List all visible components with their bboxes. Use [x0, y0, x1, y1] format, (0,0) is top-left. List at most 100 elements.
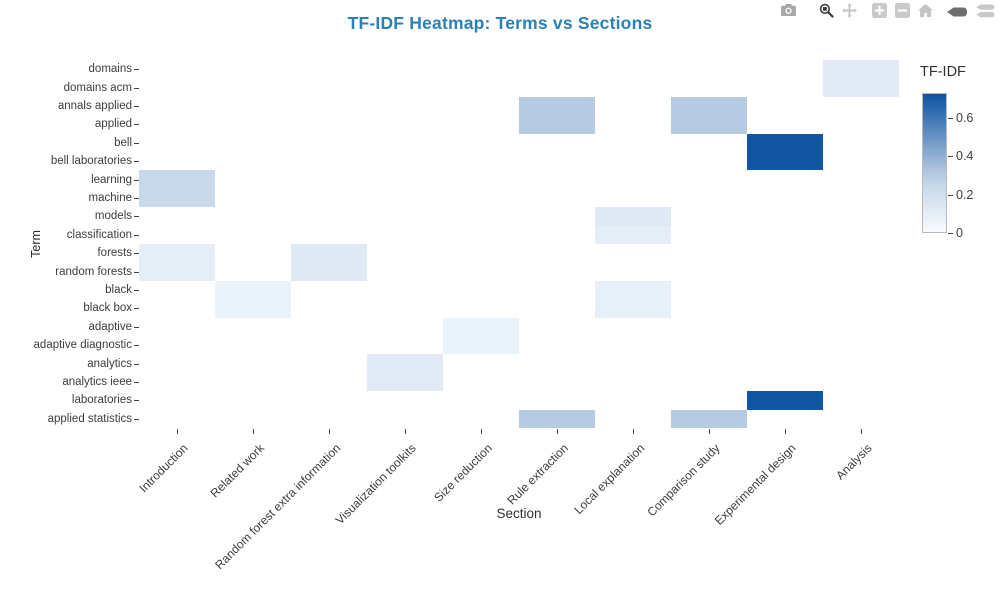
heatmap-cell[interactable] — [139, 244, 215, 263]
y-tick-mark — [134, 124, 139, 126]
y-tick-mark — [134, 87, 139, 89]
y-tick-mark — [134, 234, 139, 236]
x-tick-mark — [329, 429, 330, 434]
reset-axes-button[interactable] — [917, 3, 933, 21]
pan-mode-button[interactable] — [841, 3, 857, 23]
x-tick-mark — [405, 429, 406, 434]
y-tick-label: analytics — [87, 357, 132, 370]
y-tick-label: models — [94, 210, 132, 223]
x-tick-label: Size reduction — [431, 441, 495, 505]
heatmap-cell[interactable] — [823, 60, 899, 79]
colorbar-title: TF-IDF — [920, 64, 966, 80]
heatmap-cell[interactable] — [215, 299, 291, 318]
heatmap-cell[interactable] — [671, 409, 747, 428]
y-tick-label: adaptive diagnostic — [33, 339, 132, 352]
x-tick-mark — [253, 429, 254, 434]
colorbar-gradient — [922, 93, 947, 233]
x-tick-mark — [785, 429, 786, 434]
heatmap-cell[interactable] — [747, 133, 823, 152]
plus-square-icon — [871, 3, 887, 23]
heatmap-cell[interactable] — [367, 354, 443, 373]
y-tick-label: analytics ieee — [62, 376, 132, 388]
heatmap-cell[interactable] — [747, 391, 823, 410]
colorbar-tick-label: 0 — [956, 226, 963, 240]
heatmap-cell[interactable] — [519, 409, 595, 428]
heatmap-cell[interactable] — [595, 299, 671, 318]
zoom-out-button[interactable] — [894, 3, 910, 23]
y-tick-label: black box — [83, 302, 132, 315]
y-tick-mark — [134, 271, 139, 273]
download-plot-button[interactable] — [780, 4, 796, 22]
colorbar-tick-mark — [948, 117, 953, 119]
heatmap-cell[interactable] — [823, 78, 899, 97]
y-tick-label: bell laboratories — [50, 155, 132, 168]
x-axis-title: Section — [496, 506, 542, 521]
heatmap-cell[interactable] — [519, 115, 595, 134]
heatmap-cell[interactable] — [595, 280, 671, 300]
y-tick-mark — [134, 142, 139, 144]
heatmap-cell[interactable] — [443, 317, 519, 336]
y-tick-mark — [134, 198, 139, 199]
y-tick-mark — [134, 69, 139, 71]
x-tick-label: Analysis — [833, 441, 875, 483]
colorbar-tick-mark — [948, 194, 953, 196]
heatmap-cell[interactable] — [139, 262, 215, 281]
heatmap-cell[interactable] — [595, 225, 671, 244]
y-tick-mark — [134, 179, 139, 181]
heatmap-plot-area[interactable] — [139, 60, 899, 428]
zoom-mode-button[interactable] — [818, 3, 834, 23]
x-tick-mark — [177, 429, 178, 434]
y-tick-mark — [134, 363, 139, 365]
camera-icon — [780, 4, 796, 22]
heatmap-cell[interactable] — [291, 262, 367, 281]
hover-compare-button[interactable] — [974, 4, 995, 23]
heatmap-cell[interactable] — [291, 244, 367, 263]
y-tick-mark — [134, 345, 139, 347]
colorbar-tick-label: 0.6 — [956, 110, 974, 125]
heatmap-cell[interactable] — [671, 115, 747, 134]
heatmap-cell[interactable] — [215, 280, 291, 300]
chart-title: TF-IDF Heatmap: Terms vs Sections — [347, 13, 653, 33]
x-tick-label: Related work — [207, 441, 267, 501]
heatmap-cell[interactable] — [595, 207, 671, 226]
x-tick-mark — [481, 429, 482, 434]
y-tick-mark — [134, 161, 139, 163]
y-tick-label: applied — [94, 118, 132, 131]
y-tick-label: annals applied — [57, 100, 132, 112]
y-tick-label: machine — [88, 192, 132, 204]
hover-closest-button[interactable] — [947, 5, 967, 21]
hover-closest-icon — [947, 4, 967, 22]
heatmap-cell[interactable] — [519, 96, 595, 116]
y-tick-mark — [134, 382, 139, 383]
pan-arrows-icon — [841, 3, 857, 23]
x-tick-mark — [557, 429, 558, 434]
y-axis-title: Term — [29, 230, 43, 258]
y-tick-mark — [134, 326, 139, 328]
heatmap-cell[interactable] — [443, 336, 519, 355]
y-tick-mark — [134, 290, 139, 291]
y-tick-label: laboratories — [71, 394, 132, 407]
zoom-in-button[interactable] — [871, 3, 887, 23]
hover-compare-icon — [975, 4, 995, 23]
colorbar-tick-mark — [948, 233, 953, 234]
y-tick-label: classification — [66, 228, 132, 241]
y-tick-mark — [134, 400, 139, 402]
heatmap-cell[interactable] — [139, 170, 215, 189]
y-tick-label: random forests — [55, 265, 132, 278]
y-tick-mark — [134, 308, 139, 310]
heatmap-cell[interactable] — [367, 372, 443, 392]
y-tick-label: adaptive — [88, 320, 132, 333]
colorbar-tick-label: 0.2 — [956, 187, 974, 202]
y-tick-mark — [134, 216, 139, 218]
x-tick-mark — [633, 429, 634, 434]
x-tick-label: Introduction — [136, 441, 191, 496]
minus-square-icon — [894, 3, 910, 23]
colorbar-tick-mark — [948, 156, 953, 158]
heatmap-cell[interactable] — [139, 188, 215, 208]
y-tick-label: applied statistics — [47, 412, 132, 425]
y-tick-label: domains — [88, 63, 132, 76]
heatmap-cell[interactable] — [671, 96, 747, 116]
heatmap-cell[interactable] — [747, 152, 823, 171]
magnifier-zoom-icon — [819, 3, 834, 23]
